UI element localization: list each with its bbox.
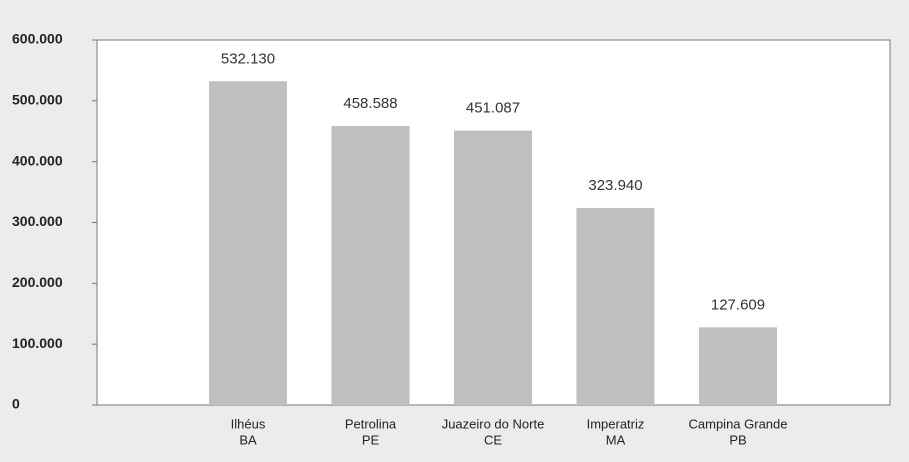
y-tick-label: 600.000 (12, 31, 63, 47)
x-tick-label: CE (484, 432, 502, 447)
y-tick-label: 300.000 (12, 213, 63, 229)
y-tick-label: 0 (12, 396, 20, 412)
x-tick-label: Campina Grande (689, 416, 788, 431)
x-tick-label: Juazeiro do Norte (442, 416, 545, 431)
bar (331, 126, 410, 405)
y-tick-label: 100.000 (12, 335, 63, 351)
y-tick-label: 400.000 (12, 152, 63, 168)
x-tick-label: Ilhéus (231, 416, 266, 431)
value-label: 532.130 (221, 50, 275, 67)
x-tick-label: BA (239, 432, 257, 447)
y-tick-label: 500.000 (12, 92, 63, 108)
x-tick-label: PB (729, 432, 746, 447)
bar (576, 207, 655, 405)
x-tick-label: Petrolina (345, 416, 397, 431)
value-label: 458.588 (343, 95, 397, 112)
value-label: 127.609 (711, 296, 765, 313)
bar (454, 130, 532, 405)
value-label: 323.940 (588, 177, 642, 194)
x-tick-label: Imperatriz (587, 416, 645, 431)
bar (209, 81, 287, 405)
x-tick-label: MA (606, 432, 626, 447)
y-tick-label: 200.000 (12, 274, 63, 290)
value-label: 451.087 (466, 100, 520, 117)
x-tick-label: PE (362, 432, 380, 447)
bar (699, 327, 777, 405)
